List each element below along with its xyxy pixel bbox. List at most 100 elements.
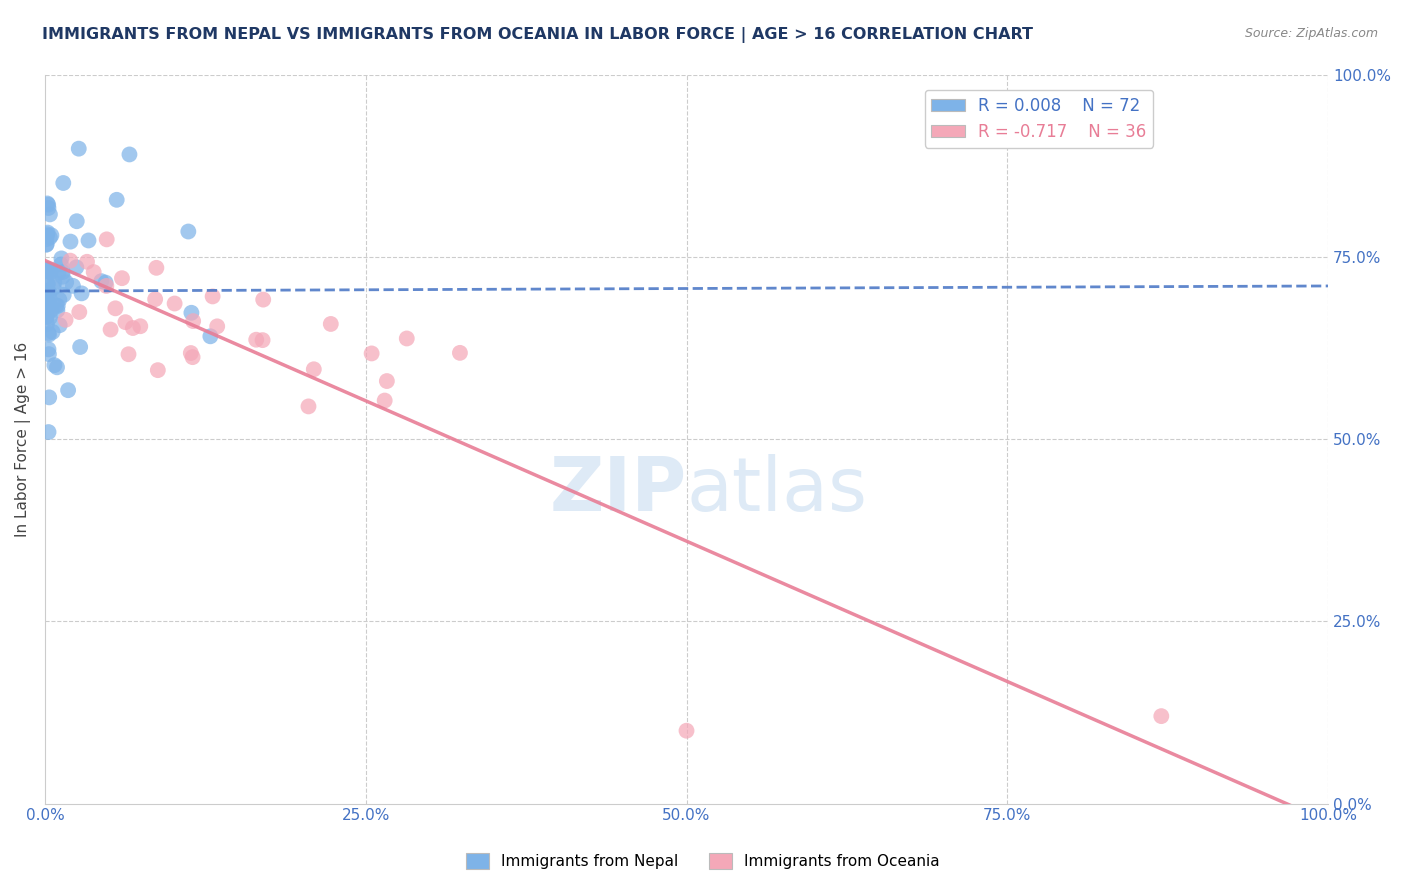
Point	[37, 298, 59, 312]
Point	[35, 309, 58, 323]
Point	[146, 363, 169, 377]
Point	[67, 142, 90, 156]
Point	[35, 294, 58, 309]
Point	[41, 228, 63, 243]
Point	[319, 317, 342, 331]
Point	[38, 230, 60, 244]
Text: Source: ZipAtlas.com: Source: ZipAtlas.com	[1244, 27, 1378, 40]
Point	[163, 296, 186, 310]
Point	[1150, 709, 1173, 723]
Point	[94, 276, 117, 290]
Point	[52, 269, 75, 284]
Point	[39, 265, 62, 279]
Point	[360, 346, 382, 360]
Point	[111, 271, 134, 285]
Point	[38, 207, 60, 221]
Text: ZIP: ZIP	[550, 454, 686, 526]
Point	[96, 232, 118, 246]
Point	[42, 280, 65, 294]
Point	[38, 326, 60, 340]
Point	[70, 286, 93, 301]
Point	[62, 278, 84, 293]
Point	[76, 254, 98, 268]
Point	[374, 393, 396, 408]
Point	[56, 383, 79, 397]
Text: IMMIGRANTS FROM NEPAL VS IMMIGRANTS FROM OCEANIA IN LABOR FORCE | AGE > 16 CORRE: IMMIGRANTS FROM NEPAL VS IMMIGRANTS FROM…	[42, 27, 1033, 43]
Point	[67, 305, 90, 319]
Point	[181, 314, 204, 328]
Point	[46, 299, 69, 313]
Point	[38, 390, 60, 404]
Point	[38, 327, 60, 342]
Point	[77, 234, 100, 248]
Point	[44, 358, 66, 372]
Point	[37, 196, 59, 211]
Point	[201, 289, 224, 303]
Point	[297, 400, 319, 414]
Point	[41, 302, 63, 317]
Point	[449, 346, 471, 360]
Point	[35, 227, 58, 242]
Point	[245, 333, 267, 347]
Point	[49, 257, 72, 271]
Point	[66, 214, 89, 228]
Point	[35, 264, 58, 278]
Legend: Immigrants from Nepal, Immigrants from Oceania: Immigrants from Nepal, Immigrants from O…	[460, 847, 946, 875]
Point	[35, 232, 58, 246]
Point	[35, 237, 58, 252]
Point	[55, 313, 77, 327]
Point	[117, 347, 139, 361]
Point	[35, 262, 58, 277]
Point	[37, 299, 59, 313]
Point	[145, 260, 167, 275]
Point	[177, 225, 200, 239]
Point	[65, 260, 87, 275]
Point	[37, 226, 59, 240]
Point	[35, 310, 58, 325]
Point	[302, 362, 325, 376]
Point	[122, 321, 145, 335]
Point	[41, 325, 63, 339]
Point	[375, 374, 398, 388]
Point	[37, 201, 59, 215]
Point	[38, 285, 60, 300]
Y-axis label: In Labor Force | Age > 16: In Labor Force | Age > 16	[15, 342, 31, 537]
Point	[69, 340, 91, 354]
Point	[59, 253, 82, 268]
Point	[395, 331, 418, 345]
Point	[37, 277, 59, 291]
Point	[38, 425, 60, 439]
Point	[96, 279, 118, 293]
Point	[83, 265, 105, 279]
Point	[252, 293, 274, 307]
Point	[35, 228, 58, 243]
Point	[48, 318, 70, 333]
Point	[46, 360, 69, 375]
Point	[90, 274, 112, 288]
Point	[37, 343, 59, 357]
Point	[675, 723, 697, 738]
Point	[180, 306, 202, 320]
Point	[37, 284, 59, 298]
Legend: R = 0.008    N = 72, R = -0.717    N = 36: R = 0.008 N = 72, R = -0.717 N = 36	[925, 90, 1153, 148]
Point	[48, 266, 70, 280]
Point	[52, 265, 75, 279]
Point	[118, 147, 141, 161]
Text: atlas: atlas	[686, 454, 868, 526]
Point	[104, 301, 127, 316]
Point	[38, 310, 60, 325]
Point	[46, 303, 69, 318]
Point	[37, 277, 59, 292]
Point	[44, 276, 66, 290]
Point	[38, 347, 60, 361]
Point	[37, 262, 59, 277]
Point	[35, 310, 58, 324]
Point	[37, 262, 59, 277]
Point	[48, 293, 70, 307]
Point	[35, 318, 58, 332]
Point	[51, 252, 73, 266]
Point	[200, 329, 222, 343]
Point	[205, 319, 228, 334]
Point	[114, 315, 136, 329]
Point	[37, 198, 59, 212]
